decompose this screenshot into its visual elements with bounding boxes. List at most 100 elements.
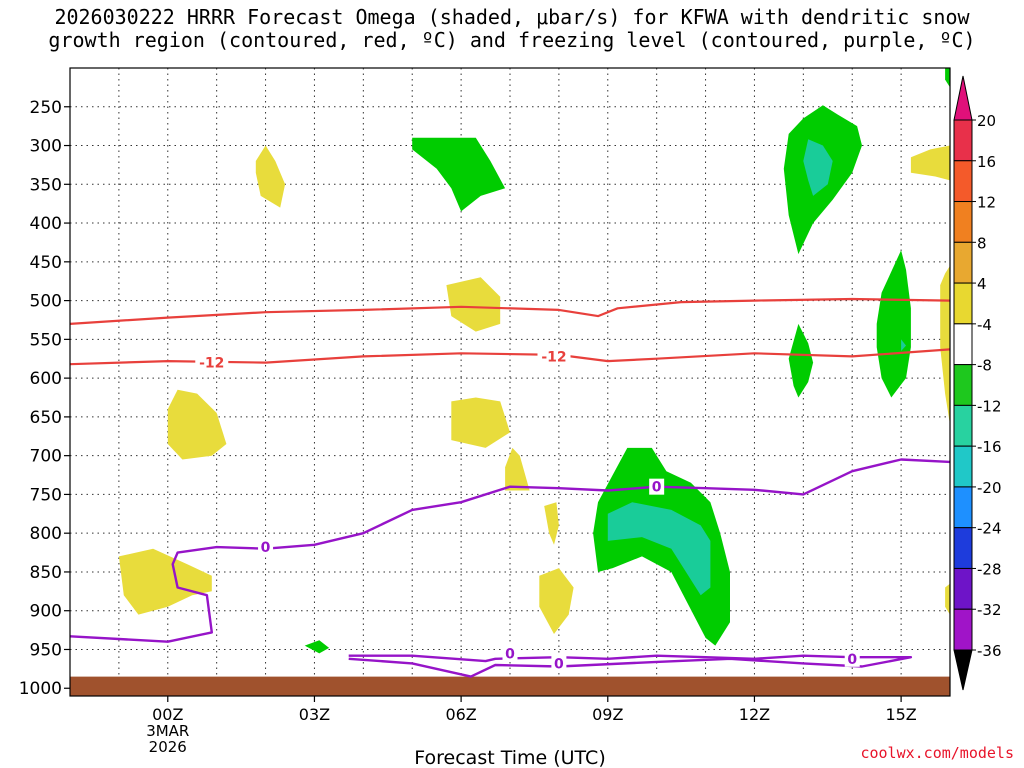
colorbar-swatch-6	[953, 364, 973, 406]
y-axis: 250 300 350 400 450 500 550 600 650 700 750 800 850 9…	[19, 98, 70, 699]
freezing-label-0: 0	[261, 540, 271, 556]
omega-shading	[118, 68, 950, 654]
y-tick-label-750: 750	[30, 485, 62, 505]
dendritic-label-0-bg	[195, 354, 229, 371]
y-tick-label-400: 400	[30, 214, 62, 234]
x-tick-label-3: 09Z	[592, 705, 623, 724]
y-tick-label-950: 950	[30, 640, 62, 660]
omega-positive-region-5	[544, 502, 559, 545]
x-tick-label-4: 12Z	[739, 705, 770, 724]
omega-negative-region-5	[901, 339, 906, 351]
colorbar: 20 16 12 8 4 -4 -8 -12 -16 -20 -24 -28 -32 -36	[953, 75, 1002, 691]
omega-positive-region-3	[451, 397, 510, 448]
colorbar-label-1: 16	[977, 153, 996, 171]
colorbar-swatch-10	[953, 527, 973, 569]
freezing-label-1-bg	[649, 478, 665, 495]
colorbar-swatch-1	[953, 160, 973, 203]
omega-negative-region-6	[788, 323, 814, 398]
colorbar-label-0: 20	[977, 112, 996, 130]
y-tick-label-600: 600	[30, 369, 62, 389]
omega-positive-region-7	[118, 548, 212, 615]
y-tick-label-900: 900	[30, 602, 62, 622]
y-tick-label-850: 850	[30, 563, 62, 583]
colorbar-swatch-8	[953, 445, 973, 488]
colorbar-swatch-12	[953, 608, 973, 651]
freezing-label-3: 0	[554, 656, 564, 672]
colorbar-swatch-3	[953, 241, 973, 284]
colorbar-label-7: -12	[977, 397, 1002, 415]
colorbar-swatch-2	[953, 201, 973, 243]
freezing-label-4-bg	[844, 650, 860, 667]
contour-labels: -12 -12 0 0 0 0 0	[195, 348, 860, 672]
freezing-label-2: 0	[505, 646, 515, 662]
plot-frame	[69, 67, 951, 697]
omega-positive-region-8	[910, 145, 950, 181]
omega-negative-region-0	[412, 137, 506, 212]
dendritic-label-1: -12	[541, 349, 566, 365]
y-tick-label-1000: 1000	[19, 679, 62, 699]
omega-positive-region-4	[505, 447, 530, 491]
y-tick-label-650: 650	[30, 408, 62, 428]
freezing-label-0-bg	[258, 539, 274, 556]
x-tick-date: 3MAR	[146, 722, 189, 740]
y-tick-label-800: 800	[30, 524, 62, 544]
omega-negative-region-3	[945, 68, 950, 88]
credit-text: coolwx.com/models	[860, 744, 1014, 762]
omega-negative-region-4	[876, 250, 911, 398]
colorbar-swatch-9	[953, 486, 973, 529]
omega-positive-region-1	[167, 389, 227, 460]
title-line-2: growth region (contoured, red, ºC) and f…	[48, 28, 976, 52]
x-axis-title: Forecast Time (UTC)	[414, 747, 605, 768]
y-tick-label-500: 500	[30, 292, 62, 312]
freezing-level-contour-1	[348, 654, 913, 678]
ground-surface	[70, 676, 950, 696]
x-tick-label-2: 06Z	[445, 705, 476, 724]
chart-title: 2026030222 HRRR Forecast Omega (shaded, …	[0, 6, 1024, 52]
y-tick-label-550: 550	[30, 330, 62, 350]
colorbar-swatch-0	[953, 119, 973, 162]
freezing-label-4: 0	[847, 652, 857, 668]
colorbar-swatch-11	[953, 567, 973, 610]
freezing-level-contour-0	[70, 458, 950, 643]
colorbar-label-2: 12	[977, 194, 996, 212]
colorbar-label-3: 8	[977, 234, 987, 252]
y-tick-label-450: 450	[30, 253, 62, 273]
colorbar-swatch-7	[953, 404, 973, 447]
y-tick-label-250: 250	[30, 98, 62, 118]
colorbar-label-11: -28	[977, 560, 1002, 578]
omega-positive-region-6	[539, 568, 574, 634]
y-tick-label-350: 350	[30, 175, 62, 195]
colorbar-label-8: -16	[977, 438, 1002, 456]
dendritic-label-0: -12	[199, 356, 224, 372]
y-tick-label-300: 300	[30, 137, 62, 157]
freezing-label-3-bg	[551, 655, 567, 672]
omega-negative-region-2	[803, 139, 833, 196]
dendritic-contour-0	[70, 297, 950, 325]
omega-positive-region-9	[945, 583, 950, 615]
omega-negative-region-7	[593, 447, 730, 646]
colorbar-label-5: -4	[977, 316, 992, 334]
colorbar-top-arrow	[953, 75, 973, 121]
colorbar-label-12: -32	[977, 601, 1002, 619]
colorbar-bottom-arrow	[953, 649, 973, 691]
colorbar-swatch-5	[953, 323, 973, 366]
colorbar-label-4: 4	[977, 275, 987, 293]
colorbar-label-9: -20	[977, 479, 1002, 497]
x-tick-year: 2026	[149, 738, 187, 756]
omega-negative-region-8	[607, 502, 711, 596]
dendritic-label-1-bg	[537, 348, 571, 365]
colorbar-swatch-4	[953, 282, 973, 325]
colorbar-label-13: -36	[977, 642, 1002, 660]
omega-positive-region-0	[255, 145, 286, 208]
x-tick-label-5: 15Z	[885, 705, 916, 724]
omega-positive-region-2	[446, 277, 501, 332]
title-line-1: 2026030222 HRRR Forecast Omega (shaded, …	[54, 5, 970, 29]
freezing-label-1: 0	[652, 480, 662, 496]
y-tick-label-700: 700	[30, 447, 62, 467]
colorbar-label-6: -8	[977, 357, 992, 375]
freezing-label-2-bg	[502, 645, 518, 662]
omega-negative-region-9	[304, 640, 330, 654]
x-tick-label-0: 00Z	[152, 705, 183, 724]
